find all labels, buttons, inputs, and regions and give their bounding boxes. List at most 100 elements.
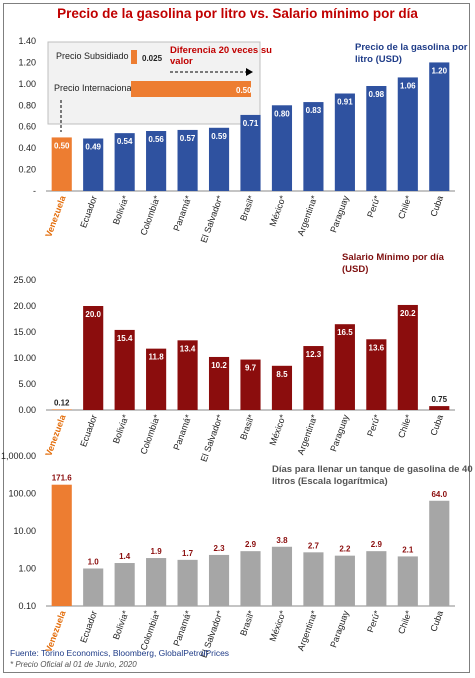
category-label: Chile* xyxy=(396,413,414,439)
category-label: Chile* xyxy=(396,609,414,635)
category-label: Brasil* xyxy=(238,194,256,222)
bar xyxy=(114,563,135,606)
data-label: 12.3 xyxy=(306,350,322,359)
bar xyxy=(429,406,450,410)
category-label: Paraguay xyxy=(328,609,351,649)
y-tick-label: 15.00 xyxy=(13,327,36,337)
y-tick-label: 0.60 xyxy=(18,122,36,132)
chart-frame xyxy=(3,3,470,673)
y-tick-label: 20.00 xyxy=(13,301,36,311)
bar xyxy=(83,568,104,606)
days-to-fill-chart: Días para llenar un tanque de gasolina d… xyxy=(1,451,473,659)
bar xyxy=(146,131,167,191)
bar xyxy=(51,484,72,606)
data-label: 1.4 xyxy=(119,552,131,561)
y-tick-label: 10.00 xyxy=(13,526,36,536)
data-label: 0.12 xyxy=(54,398,70,407)
category-label: Argentina* xyxy=(296,194,320,237)
data-label: 171.6 xyxy=(52,474,73,483)
minimum-wage-chart: Salario Mínimo por día (USD) 0.00 5.00 10.… xyxy=(13,252,455,463)
category-label: Ecuador xyxy=(78,194,99,229)
data-label: 1.0 xyxy=(88,558,100,567)
data-label: 13.6 xyxy=(369,343,385,352)
data-label: 1.7 xyxy=(182,549,194,558)
inset-row2-label: Precio Internacional xyxy=(54,83,134,93)
data-label: 0.49 xyxy=(85,143,101,152)
data-label: 2.9 xyxy=(371,540,383,549)
category-label: Bolivia* xyxy=(111,413,131,445)
y-tick-label: 1.40 xyxy=(18,36,36,46)
inset-annotation-line1: Diferencia 20 veces su xyxy=(170,45,272,56)
bar xyxy=(334,324,355,410)
inset-row1-label: Precio Subsidiado xyxy=(56,51,129,61)
category-label: Colombia* xyxy=(138,609,162,652)
data-label: 1.9 xyxy=(151,547,163,556)
bar xyxy=(303,552,324,606)
data-label: 9.7 xyxy=(245,364,257,373)
category-label: Brasil* xyxy=(238,413,256,441)
bar xyxy=(177,340,198,410)
bar xyxy=(303,346,324,410)
y-tick-label: 0.00 xyxy=(18,405,36,415)
inset-row1-value: 0.025 xyxy=(142,54,163,63)
page-title: Precio de la gasolina por litro vs. Sala… xyxy=(57,6,418,21)
chart3-title-line1: Días para llenar un tanque de gasolina d… xyxy=(272,464,473,475)
category-label: Perú* xyxy=(365,413,382,438)
data-label: 20.2 xyxy=(400,309,416,318)
data-label: 0.83 xyxy=(306,106,322,115)
bar xyxy=(114,133,135,191)
category-label: Ecuador xyxy=(78,609,99,644)
bar xyxy=(51,137,72,191)
data-label: 11.8 xyxy=(149,353,165,362)
data-label: 2.7 xyxy=(308,541,320,550)
bar xyxy=(366,551,387,606)
source-note: Fuente: Torino Economics, Bloomberg, Glo… xyxy=(10,648,230,658)
category-label: Cuba xyxy=(428,194,445,218)
bar xyxy=(240,359,261,410)
bar xyxy=(83,138,104,191)
inset-annotation-line2: valor xyxy=(170,56,193,67)
bar xyxy=(334,93,355,191)
category-label: Panamá* xyxy=(171,413,193,452)
y-tick-label: 1.20 xyxy=(18,57,36,67)
y-tick-label: - xyxy=(33,186,36,196)
inset-row2-bar xyxy=(131,81,251,97)
category-label: Bolivia* xyxy=(111,194,131,226)
bar xyxy=(83,306,104,410)
y-tick-label: 1.00 xyxy=(18,564,36,574)
data-label: 15.4 xyxy=(117,334,133,343)
bar xyxy=(397,556,418,606)
chart1-title-line1: Precio de la gasolina por xyxy=(355,42,468,53)
y-tick-label: 0.10 xyxy=(18,601,36,611)
bar xyxy=(429,500,450,606)
category-label: Bolivia* xyxy=(111,609,131,641)
y-tick-label: 10.00 xyxy=(13,353,36,363)
category-label: Venezuela xyxy=(43,608,68,653)
bar xyxy=(366,86,387,191)
data-label: 2.3 xyxy=(213,544,225,553)
bar xyxy=(397,77,418,191)
bar xyxy=(208,356,230,410)
data-label: 0.71 xyxy=(243,119,259,128)
y-tick-label: 1,000.00 xyxy=(1,451,36,461)
category-label: México* xyxy=(267,413,288,447)
category-label: México* xyxy=(267,194,288,228)
price-inset: Precio Subsidiado 0.025 Precio Internaci… xyxy=(47,41,272,132)
category-label: Panamá* xyxy=(171,609,193,648)
data-label: 1.20 xyxy=(431,66,447,75)
category-label: México* xyxy=(267,609,288,643)
gasoline-price-chart: Precio de la gasolina por litro (USD) Pr… xyxy=(18,36,468,244)
data-label: 0.50 xyxy=(54,141,70,150)
category-label: Brasil* xyxy=(238,609,256,637)
y-tick-label: 100.00 xyxy=(8,489,36,499)
category-label: Paraguay xyxy=(328,194,351,234)
bar xyxy=(271,365,293,410)
y-tick-label: 25.00 xyxy=(13,275,36,285)
data-label: 0.98 xyxy=(369,90,385,99)
data-label: 10.2 xyxy=(211,361,227,370)
category-label: Panamá* xyxy=(171,194,193,233)
category-label: El Salvador* xyxy=(199,194,226,244)
bar xyxy=(240,551,261,606)
bar xyxy=(114,329,135,410)
category-label: Venezuela xyxy=(43,193,68,238)
